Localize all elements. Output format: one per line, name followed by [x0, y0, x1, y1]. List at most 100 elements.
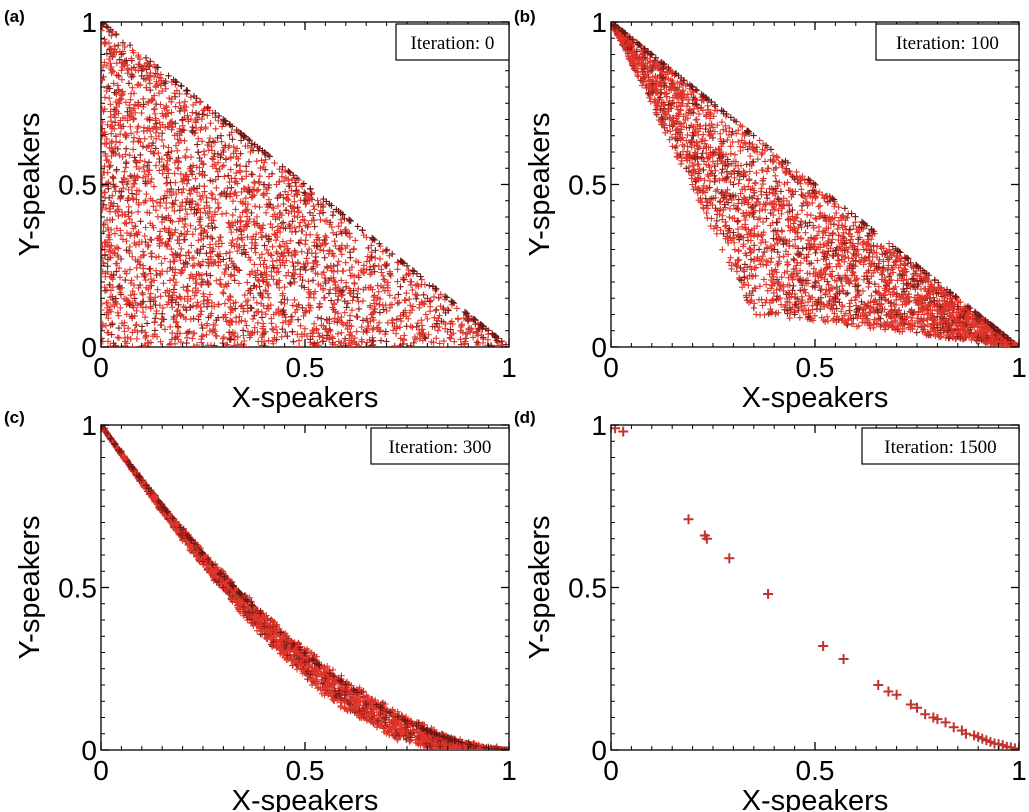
data-point — [196, 193, 204, 200]
data-point — [215, 112, 223, 120]
data-point — [896, 272, 904, 280]
data-point — [834, 260, 842, 268]
data-point — [240, 308, 247, 315]
data-point — [229, 211, 236, 219]
data-point — [338, 329, 345, 336]
data-point — [366, 266, 374, 273]
data-point — [274, 202, 282, 210]
data-point — [181, 236, 189, 243]
data-point — [216, 165, 223, 173]
data-point — [866, 309, 874, 317]
data-point — [249, 193, 256, 200]
data-point — [305, 245, 313, 253]
data-point — [314, 314, 321, 321]
data-point — [233, 126, 240, 134]
data-point — [169, 218, 176, 226]
data-point — [251, 245, 258, 252]
data-point — [154, 64, 162, 71]
data-point — [162, 85, 169, 93]
data-point — [349, 297, 356, 304]
data-point — [292, 228, 299, 235]
data-point — [275, 305, 282, 313]
data-point — [332, 281, 339, 289]
data-point — [161, 192, 169, 199]
data-point — [409, 286, 416, 294]
data-point — [127, 172, 134, 180]
data-point — [172, 299, 180, 306]
data-point — [311, 288, 319, 295]
data-point — [293, 174, 301, 182]
data-point — [752, 179, 759, 186]
data-point — [232, 219, 239, 226]
data-point — [301, 325, 309, 332]
data-point — [225, 142, 233, 149]
data-point — [142, 333, 150, 340]
data-point — [345, 342, 353, 347]
data-point — [147, 178, 155, 186]
data-point — [849, 268, 857, 276]
data-point — [321, 274, 328, 282]
data-point — [110, 80, 117, 87]
data-point — [140, 124, 148, 131]
data-point — [166, 277, 174, 284]
data-point — [144, 162, 151, 170]
data-point — [460, 314, 468, 322]
data-point — [735, 248, 742, 255]
data-point — [134, 273, 141, 281]
data-point — [106, 236, 113, 243]
data-point — [196, 261, 203, 268]
data-point — [136, 61, 143, 69]
data-point — [407, 302, 414, 309]
data-point — [742, 140, 749, 147]
data-point — [284, 332, 291, 340]
data-point — [238, 176, 245, 183]
data-point — [860, 300, 868, 308]
data-point — [134, 301, 141, 309]
data-point — [118, 67, 125, 74]
data-point — [199, 332, 207, 340]
data-point — [153, 198, 161, 206]
data-point — [251, 221, 258, 229]
data-point — [238, 236, 246, 244]
data-point — [107, 293, 114, 301]
data-point — [220, 148, 227, 156]
data-point — [350, 245, 358, 253]
data-point — [127, 130, 135, 137]
data-point — [674, 106, 682, 113]
data-point — [221, 300, 229, 307]
data-point — [238, 188, 245, 196]
data-point — [689, 181, 696, 188]
data-point — [246, 137, 253, 144]
data-point — [143, 66, 150, 73]
data-point — [226, 121, 234, 129]
data-point — [726, 213, 733, 221]
data-point — [212, 125, 219, 133]
data-point — [147, 270, 154, 277]
data-point — [137, 218, 144, 225]
data-point — [205, 281, 212, 288]
data-point — [270, 276, 277, 283]
data-point — [134, 208, 142, 215]
data-point — [159, 213, 166, 221]
data-point — [109, 52, 117, 60]
data-point — [166, 153, 173, 161]
data-point — [223, 192, 230, 200]
data-point — [303, 255, 310, 262]
data-point — [165, 170, 172, 177]
data-point — [298, 282, 305, 290]
data-point — [260, 163, 267, 171]
data-point — [799, 296, 806, 304]
data-point — [484, 336, 492, 343]
data-point — [701, 137, 709, 144]
data-point — [207, 312, 214, 319]
data-point — [131, 109, 139, 116]
data-point — [202, 209, 209, 217]
data-point — [180, 223, 188, 231]
data-point — [187, 304, 194, 311]
data-point — [342, 244, 349, 252]
data-point — [784, 268, 791, 275]
data-point — [380, 276, 388, 283]
data-point — [156, 302, 164, 309]
data-point — [184, 195, 191, 203]
data-point — [128, 219, 136, 226]
